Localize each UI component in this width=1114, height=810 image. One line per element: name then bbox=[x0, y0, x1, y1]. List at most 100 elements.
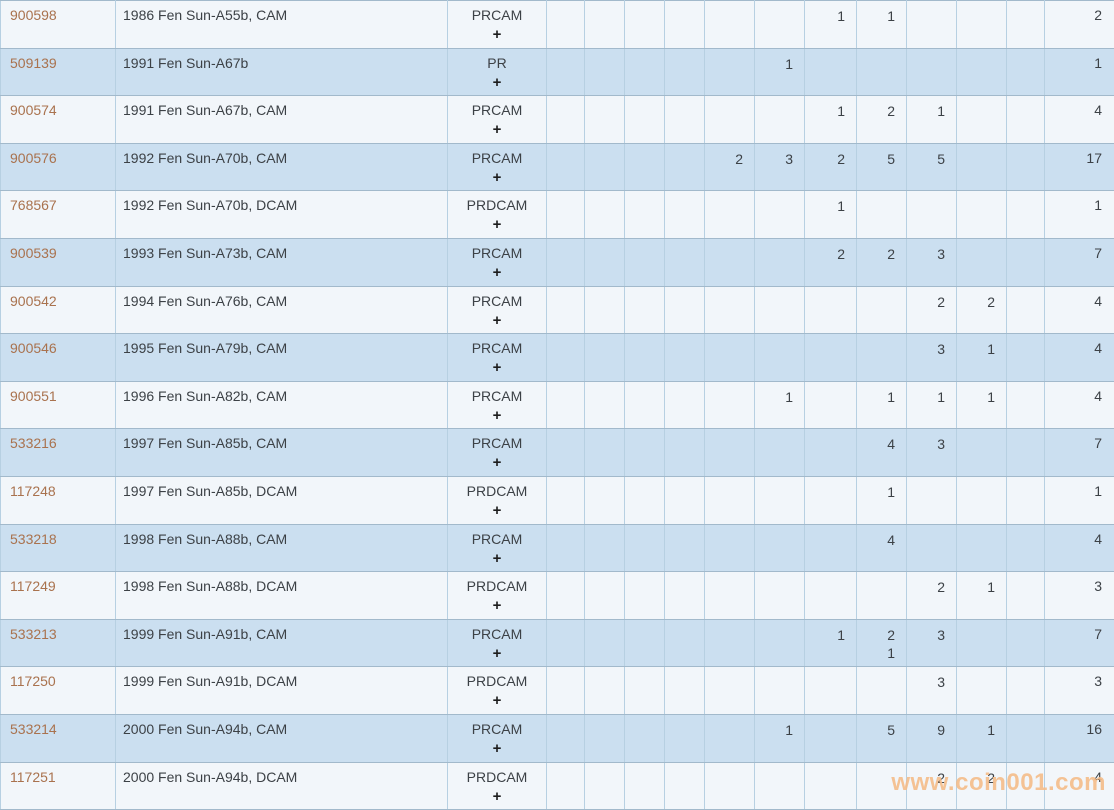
grade-count-cell bbox=[625, 286, 665, 334]
grade-count-cell: 2 bbox=[805, 238, 857, 286]
grade-category-label: PRCAM bbox=[448, 7, 546, 24]
coin-description: 1986 Fen Sun-A55b, CAM bbox=[116, 1, 448, 49]
total-count-cell: 4 bbox=[1045, 381, 1114, 429]
expand-plus-button[interactable]: + bbox=[448, 598, 546, 614]
grade-count-cell: 1 bbox=[755, 48, 805, 96]
grade-count-cell bbox=[625, 96, 665, 144]
expand-plus-button[interactable]: + bbox=[448, 455, 546, 471]
grade-count-cell bbox=[585, 334, 625, 382]
expand-plus-button[interactable]: + bbox=[448, 741, 546, 757]
coin-description: 1999 Fen Sun-A91b, CAM bbox=[116, 619, 448, 667]
coin-id-link[interactable]: 900576 bbox=[10, 150, 57, 166]
table-row: 900546 1995 Fen Sun-A79b, CAM PRCAM + 3 … bbox=[1, 334, 1114, 382]
expand-plus-button[interactable]: + bbox=[448, 27, 546, 43]
grade-count-cell bbox=[957, 524, 1007, 572]
coin-id-link[interactable]: 533213 bbox=[10, 626, 57, 642]
grade-count-cell: 3 bbox=[907, 667, 957, 715]
grade-count-cell bbox=[857, 286, 907, 334]
grade-count-cell bbox=[585, 143, 625, 191]
grade-count-cell bbox=[755, 286, 805, 334]
grade-count-cell bbox=[665, 238, 705, 286]
grade-count-cell: 1 bbox=[755, 714, 805, 762]
grade-count-cell bbox=[705, 429, 755, 477]
expand-plus-button[interactable]: + bbox=[448, 170, 546, 186]
coin-id-link[interactable]: 900546 bbox=[10, 340, 57, 356]
grade-count-cell bbox=[547, 143, 585, 191]
grade-count-cell bbox=[705, 524, 755, 572]
total-count-cell: 4 bbox=[1045, 762, 1114, 810]
expand-plus-button[interactable]: + bbox=[448, 122, 546, 138]
grade-count-cell bbox=[805, 48, 857, 96]
grade-count-cell bbox=[665, 286, 705, 334]
grade-category-label: PRCAM bbox=[448, 293, 546, 310]
coin-id-link[interactable]: 117248 bbox=[10, 483, 56, 499]
grade-count-cell bbox=[755, 238, 805, 286]
grade-count-cell: 2 bbox=[907, 762, 957, 810]
total-count-cell: 7 bbox=[1045, 429, 1114, 477]
table-row: 900576 1992 Fen Sun-A70b, CAM PRCAM + 2 … bbox=[1, 143, 1114, 191]
expand-plus-button[interactable]: + bbox=[448, 503, 546, 519]
coin-id-link[interactable]: 900574 bbox=[10, 102, 57, 118]
grade-count-cell bbox=[585, 381, 625, 429]
coin-id-link[interactable]: 900598 bbox=[10, 7, 57, 23]
coin-id-link[interactable]: 900551 bbox=[10, 388, 57, 404]
coin-id-link[interactable]: 900539 bbox=[10, 245, 57, 261]
grade-count-cell bbox=[1007, 714, 1045, 762]
grade-count-cell bbox=[1007, 381, 1045, 429]
coin-id-link[interactable]: 117250 bbox=[10, 673, 56, 689]
grade-count-cell bbox=[1007, 96, 1045, 144]
grade-count-cell bbox=[547, 714, 585, 762]
grade-count-cell: 1 bbox=[957, 334, 1007, 382]
grade-count-cell: 1 bbox=[805, 96, 857, 144]
expand-plus-button[interactable]: + bbox=[448, 75, 546, 91]
expand-plus-button[interactable]: + bbox=[448, 408, 546, 424]
grade-count-cell: 3 bbox=[907, 334, 957, 382]
grade-count-cell: 2 bbox=[907, 286, 957, 334]
grade-count-cell: 5 bbox=[857, 714, 907, 762]
total-count-cell: 2 bbox=[1045, 1, 1114, 49]
grade-count-cell bbox=[705, 48, 755, 96]
expand-plus-button[interactable]: + bbox=[448, 789, 546, 805]
grade-count-cell bbox=[547, 524, 585, 572]
coin-id-link[interactable]: 533214 bbox=[10, 721, 57, 737]
coin-id-link[interactable]: 533216 bbox=[10, 435, 57, 451]
coin-id-link[interactable]: 533218 bbox=[10, 531, 57, 547]
expand-plus-button[interactable]: + bbox=[448, 360, 546, 376]
total-count-cell: 7 bbox=[1045, 238, 1114, 286]
grade-count-cell bbox=[547, 238, 585, 286]
expand-plus-button[interactable]: + bbox=[448, 551, 546, 567]
grade-count-cell bbox=[957, 143, 1007, 191]
table-row: 900551 1996 Fen Sun-A82b, CAM PRCAM + 1 … bbox=[1, 381, 1114, 429]
coin-description: 1991 Fen Sun-A67b, CAM bbox=[116, 96, 448, 144]
grade-count-cell: 2 bbox=[857, 238, 907, 286]
table-row: 117248 1997 Fen Sun-A85b, DCAM PRDCAM + … bbox=[1, 476, 1114, 524]
grade-count-cell bbox=[705, 762, 755, 810]
expand-plus-button[interactable]: + bbox=[448, 646, 546, 662]
grade-category-label: PRCAM bbox=[448, 150, 546, 167]
grade-count-cell bbox=[755, 762, 805, 810]
grade-count-cell bbox=[625, 572, 665, 620]
coin-id-link[interactable]: 117249 bbox=[10, 578, 56, 594]
coin-id-link[interactable]: 509139 bbox=[10, 55, 57, 71]
grade-count-cell bbox=[755, 619, 805, 667]
table-row: 117249 1998 Fen Sun-A88b, DCAM PRDCAM + … bbox=[1, 572, 1114, 620]
grade-count-cell: 5 bbox=[857, 143, 907, 191]
grade-count-cell bbox=[585, 96, 625, 144]
table-row: 533218 1998 Fen Sun-A88b, CAM PRCAM + 4 … bbox=[1, 524, 1114, 572]
coin-id-link[interactable]: 117251 bbox=[10, 769, 56, 785]
coin-description: 1999 Fen Sun-A91b, DCAM bbox=[116, 667, 448, 715]
coin-id-link[interactable]: 900542 bbox=[10, 293, 57, 309]
grade-count-cell bbox=[547, 762, 585, 810]
grade-category-label: PRCAM bbox=[448, 435, 546, 452]
grade-category-label: PRDCAM bbox=[448, 483, 546, 500]
expand-plus-button[interactable]: + bbox=[448, 217, 546, 233]
grade-count-cell: 3 bbox=[907, 429, 957, 477]
expand-plus-button[interactable]: + bbox=[448, 313, 546, 329]
grade-count-cell bbox=[755, 476, 805, 524]
expand-plus-button[interactable]: + bbox=[448, 265, 546, 281]
total-count-cell: 3 bbox=[1045, 572, 1114, 620]
expand-plus-button[interactable]: + bbox=[448, 693, 546, 709]
coin-id-link[interactable]: 768567 bbox=[10, 197, 57, 213]
coin-description: 1996 Fen Sun-A82b, CAM bbox=[116, 381, 448, 429]
grade-count-cell bbox=[957, 191, 1007, 239]
